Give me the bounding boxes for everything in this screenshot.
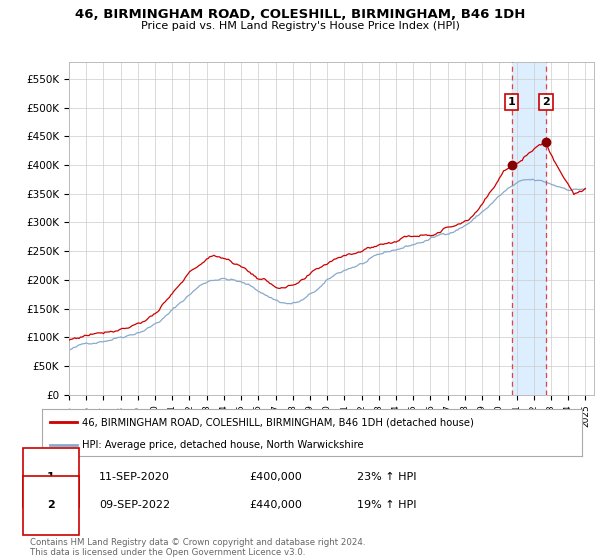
Text: 46, BIRMINGHAM ROAD, COLESHILL, BIRMINGHAM, B46 1DH (detached house): 46, BIRMINGHAM ROAD, COLESHILL, BIRMINGH… bbox=[83, 417, 475, 427]
Text: 1: 1 bbox=[508, 97, 515, 107]
Text: 19% ↑ HPI: 19% ↑ HPI bbox=[357, 500, 416, 510]
Text: 09-SEP-2022: 09-SEP-2022 bbox=[99, 500, 170, 510]
Text: 23% ↑ HPI: 23% ↑ HPI bbox=[357, 472, 416, 482]
Text: 11-SEP-2020: 11-SEP-2020 bbox=[99, 472, 170, 482]
Text: Price paid vs. HM Land Registry's House Price Index (HPI): Price paid vs. HM Land Registry's House … bbox=[140, 21, 460, 31]
Text: HPI: Average price, detached house, North Warwickshire: HPI: Average price, detached house, Nort… bbox=[83, 440, 364, 450]
Text: 2: 2 bbox=[47, 500, 55, 510]
Text: 2: 2 bbox=[542, 97, 550, 107]
Text: 46, BIRMINGHAM ROAD, COLESHILL, BIRMINGHAM, B46 1DH: 46, BIRMINGHAM ROAD, COLESHILL, BIRMINGH… bbox=[75, 8, 525, 21]
Text: £440,000: £440,000 bbox=[249, 500, 302, 510]
Bar bbox=[512, 62, 546, 395]
Text: 1: 1 bbox=[47, 472, 55, 482]
Text: £400,000: £400,000 bbox=[249, 472, 302, 482]
Text: Contains HM Land Registry data © Crown copyright and database right 2024.
This d: Contains HM Land Registry data © Crown c… bbox=[30, 538, 365, 557]
